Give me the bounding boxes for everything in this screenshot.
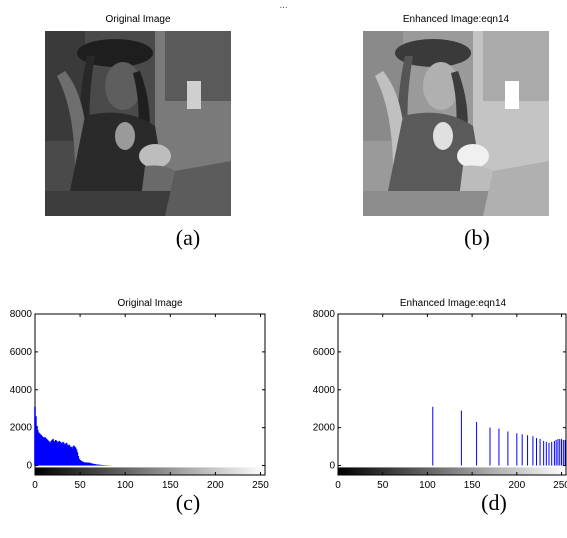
- plot-frame: [34, 313, 266, 476]
- x-tick-label: 200: [207, 480, 224, 488]
- y-tick-label: 8000: [313, 309, 336, 320]
- y-tick-label: 0: [26, 461, 32, 472]
- x-tick-label: 150: [162, 480, 179, 488]
- y-tick-label: 4000: [313, 385, 336, 396]
- x-tick-label: 250: [252, 480, 269, 488]
- intensity-colorbar: [338, 467, 566, 475]
- plot-frame: [337, 313, 567, 476]
- x-tick-label: 100: [419, 480, 436, 488]
- intensity-colorbar: [35, 467, 265, 475]
- y-tick-label: 8000: [10, 309, 33, 320]
- panel-c-title: Original Image: [117, 298, 183, 309]
- y-tick-label: 6000: [10, 347, 33, 358]
- caption-b: (b): [464, 225, 490, 250]
- x-tick-label: 100: [117, 480, 134, 488]
- y-tick-label: 4000: [10, 385, 33, 396]
- figure-top-fragment: ...: [279, 0, 288, 8]
- panel-d-title: Enhanced Image:eqn14: [399, 298, 507, 309]
- caption-d: (d): [481, 490, 507, 515]
- x-tick-label: 0: [335, 480, 341, 488]
- caption-a: (a): [175, 225, 201, 250]
- panel-b-title: Enhanced Image:eqn14: [402, 14, 510, 25]
- x-tick-label: 0: [32, 480, 38, 488]
- histogram-enhanced: 0 50 100 150 200 250 0 2000 4000 6000 8000: [313, 309, 567, 488]
- original-image: [45, 31, 231, 216]
- x-tick-label: 200: [508, 480, 525, 488]
- enhanced-image: [363, 31, 549, 216]
- x-tick-label: 250: [553, 480, 567, 488]
- y-tick-label: 0: [329, 461, 335, 472]
- histogram-original: 0 50 100 150 200 250 0 2000 4000 6000 8000: [10, 309, 270, 488]
- y-tick-label: 2000: [10, 423, 33, 434]
- caption-c: (c): [175, 490, 201, 515]
- panel-a-title: Original Image: [105, 14, 171, 25]
- x-tick-label: 50: [377, 480, 389, 488]
- x-tick-label: 50: [75, 480, 87, 488]
- y-tick-label: 2000: [313, 423, 336, 434]
- x-tick-label: 150: [464, 480, 481, 488]
- y-tick-label: 6000: [313, 347, 336, 358]
